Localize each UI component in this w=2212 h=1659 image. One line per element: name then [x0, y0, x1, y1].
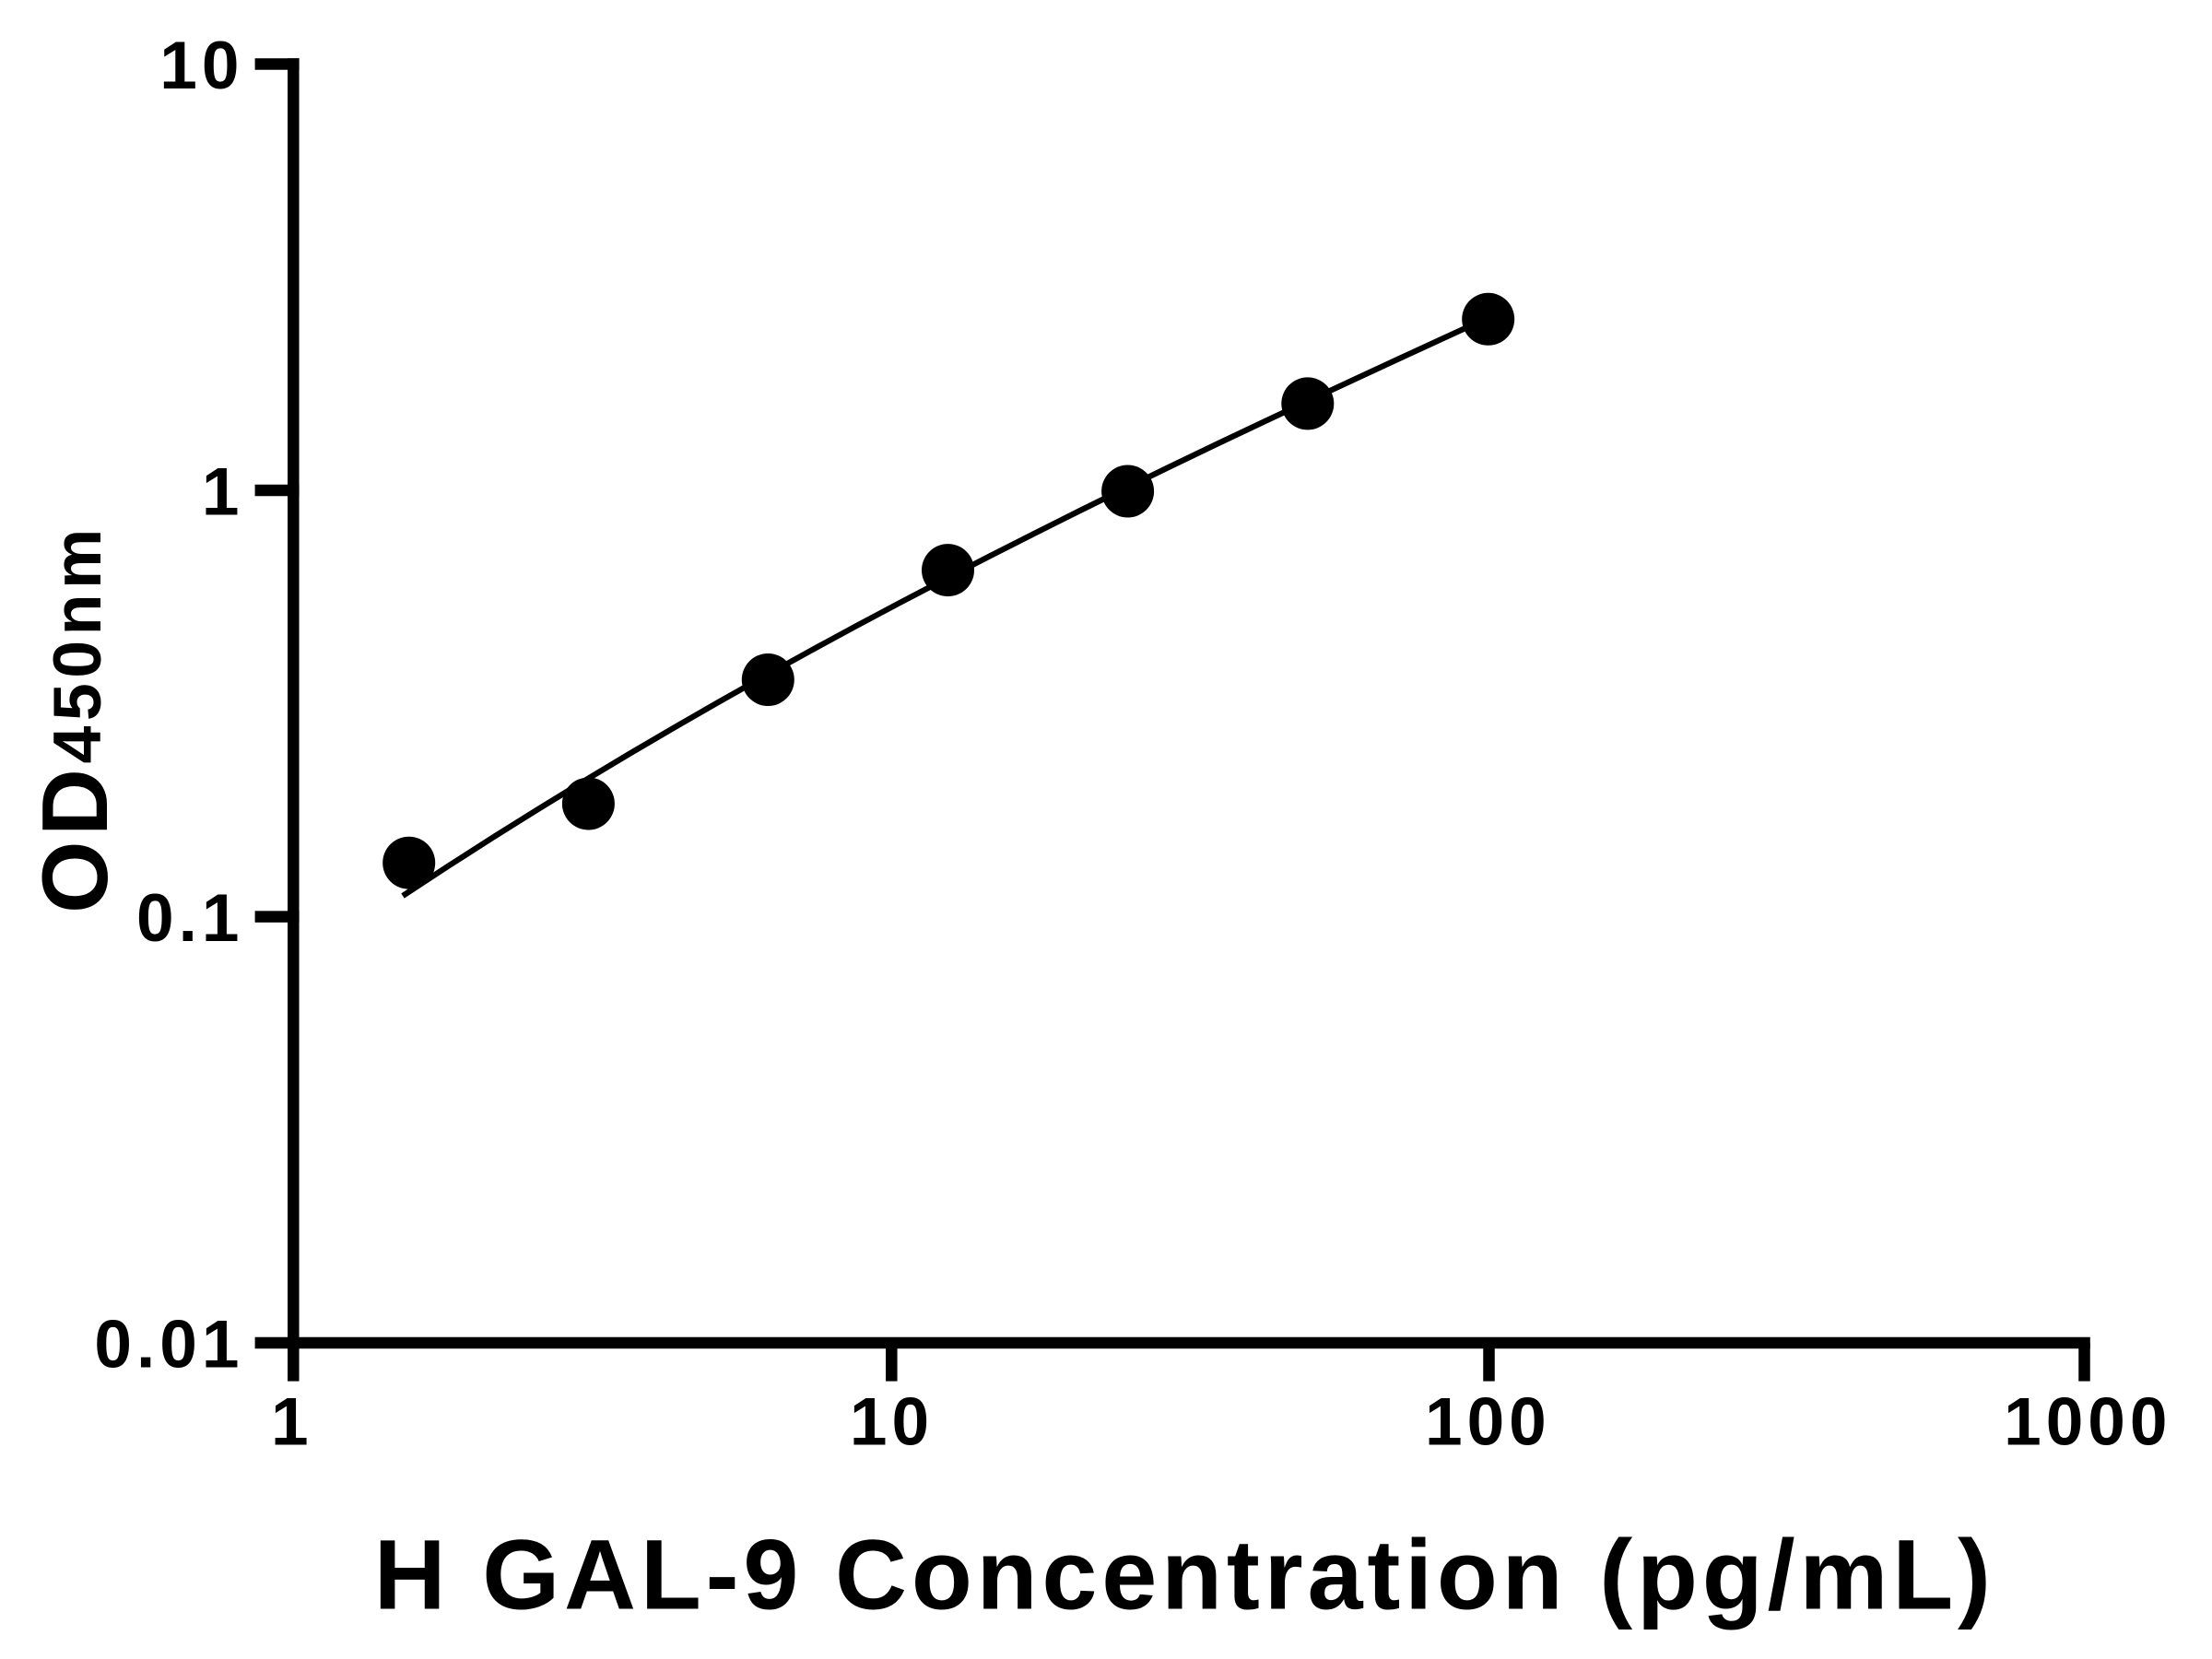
svg-text:1000: 1000 — [2004, 1385, 2171, 1460]
svg-text:100: 100 — [1425, 1385, 1551, 1460]
svg-text:0.1: 0.1 — [136, 881, 243, 956]
svg-text:10: 10 — [159, 29, 243, 103]
svg-text:H GAL-9 Concentration (pg/mL): H GAL-9 Concentration (pg/mL) — [374, 1518, 1995, 1630]
svg-text:1: 1 — [271, 1385, 313, 1460]
svg-text:0.01: 0.01 — [94, 1308, 243, 1382]
svg-text:10: 10 — [850, 1385, 934, 1460]
svg-text:1: 1 — [202, 455, 244, 530]
svg-text:OD450nm: OD450nm — [24, 524, 127, 913]
